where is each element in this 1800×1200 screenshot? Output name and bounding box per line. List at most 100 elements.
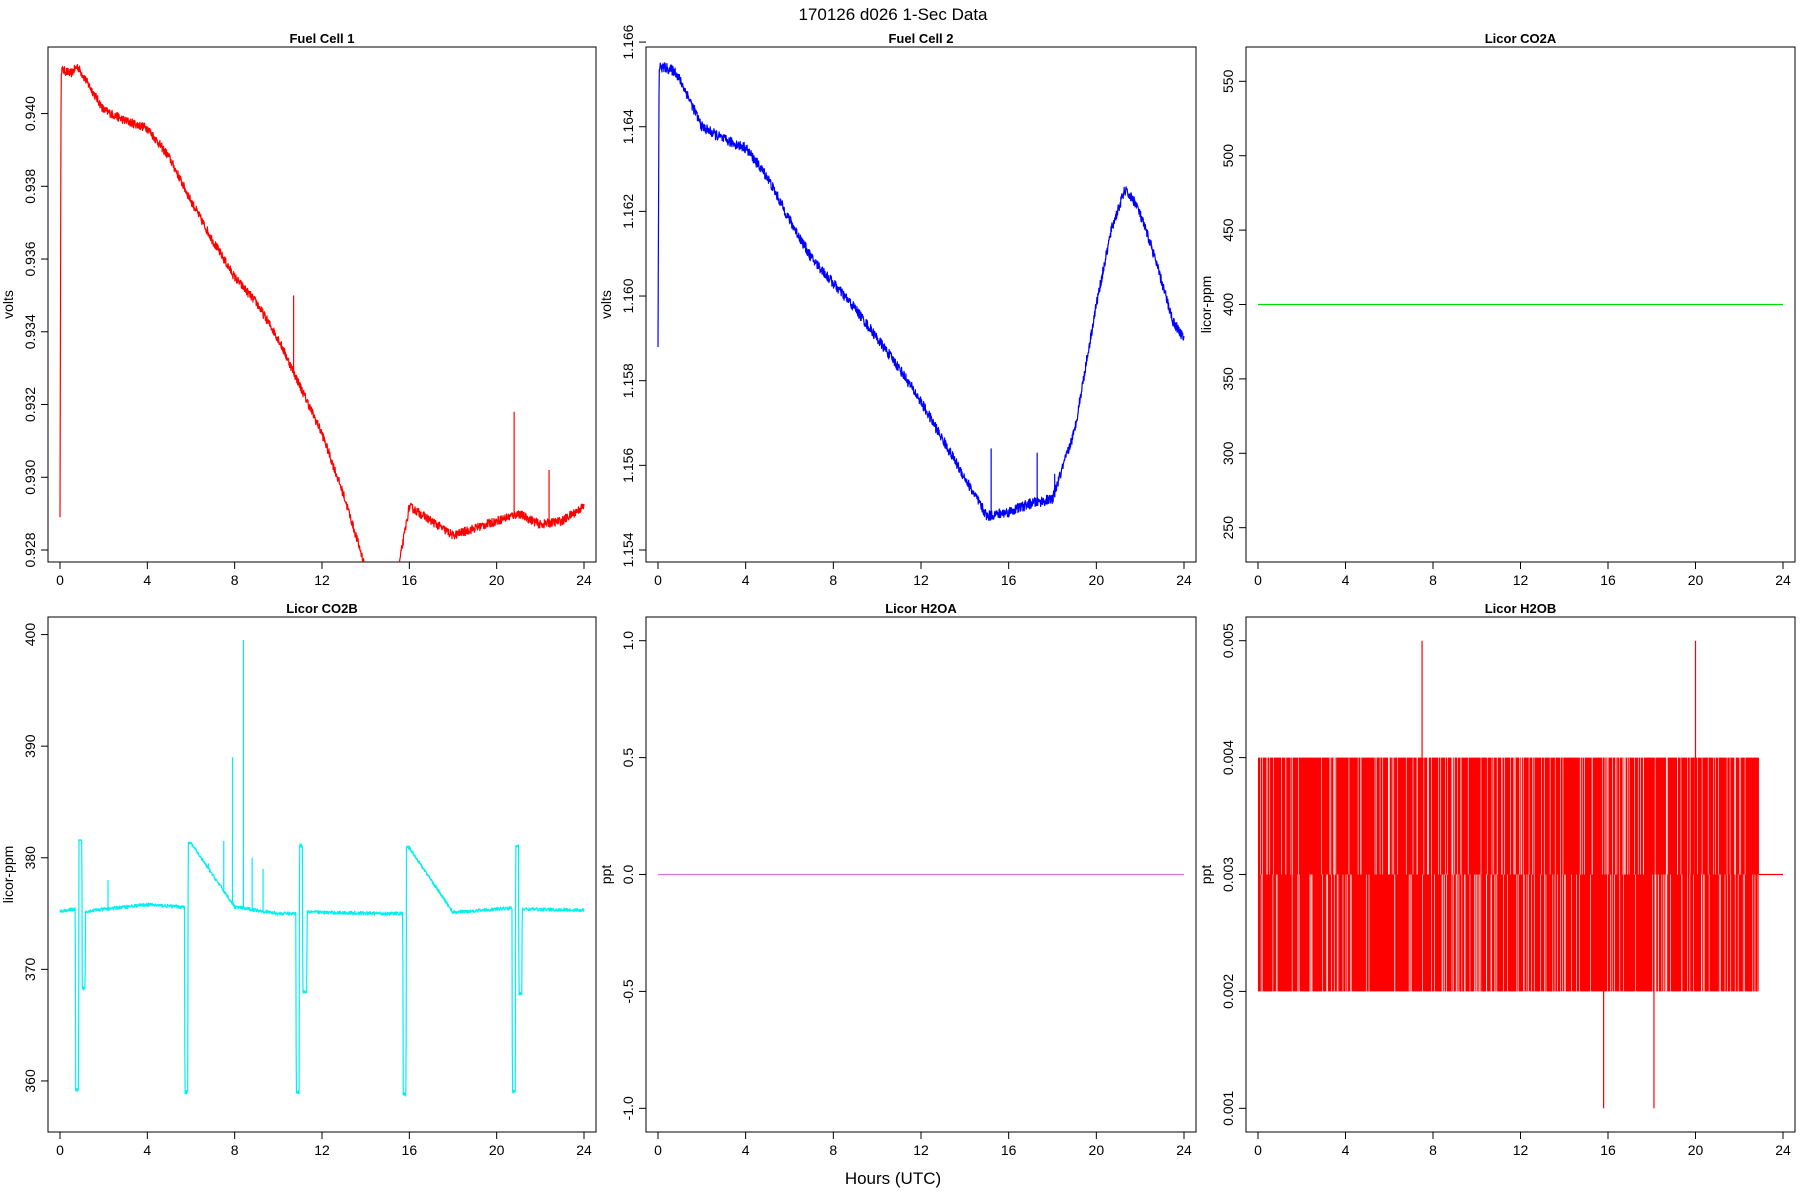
x-tick-label: 12 — [913, 1142, 929, 1158]
x-tick-label: 24 — [1775, 1142, 1791, 1158]
y-tick-label: 1.154 — [620, 532, 636, 567]
y-tick-label: 0.940 — [22, 96, 38, 131]
x-tick-label: 16 — [1001, 572, 1017, 588]
chart-title: Fuel Cell 2 — [888, 31, 953, 46]
y-tick-label: 0.0 — [620, 865, 636, 885]
chart-panel: Licor CO2A licor-ppm 0 4 8 12 16 20 24 250 300 350 4… — [1198, 31, 1796, 588]
x-tick-label: 20 — [1688, 1142, 1704, 1158]
y-tick-label: 0.002 — [1220, 974, 1236, 1009]
chart-title: Licor H2OB — [1485, 601, 1557, 616]
chart-title: Licor CO2A — [1485, 31, 1557, 46]
plot-area — [1258, 640, 1783, 1109]
plot-frame — [47, 616, 597, 1133]
series-line — [59, 839, 585, 1097]
plot-area — [59, 63, 585, 562]
y-tick-label: 450 — [1220, 218, 1236, 242]
y-axis-label: licor-ppm — [1198, 276, 1214, 334]
chart-title: Licor CO2B — [286, 601, 358, 616]
x-tick-label: 16 — [402, 1142, 418, 1158]
y-axis-label: ppt — [1198, 865, 1214, 885]
y-tick-label: 1.156 — [620, 448, 636, 483]
chart-panel: Fuel Cell 2 volts 0 4 8 12 16 20 24 1.154 1.156 1.1… — [598, 24, 1197, 588]
x-tick-label: 12 — [1513, 1142, 1529, 1158]
x-tick-label: 0 — [654, 1142, 662, 1158]
y-tick-label: -0.5 — [620, 979, 636, 1003]
y-tick-label: 0.001 — [1220, 1091, 1236, 1126]
x-tick-label: 20 — [1089, 572, 1105, 588]
chart-panels: Fuel Cell 1 volts 0 4 8 12 16 20 24 0.928 0.930 0.9… — [0, 24, 1796, 1158]
y-tick-label: 0.003 — [1220, 857, 1236, 892]
y-tick-label: 250 — [1220, 516, 1236, 540]
series-band — [1258, 757, 1759, 992]
x-tick-label: 12 — [314, 1142, 330, 1158]
chart-panel: Licor CO2B licor-ppm 0 4 8 12 16 20 24 360 370 380 3… — [0, 601, 597, 1158]
x-tick-label: 16 — [1600, 572, 1616, 588]
x-tick-label: 0 — [1254, 572, 1262, 588]
y-axis-label: ppt — [598, 865, 614, 885]
x-tick-label: 24 — [576, 572, 592, 588]
chart-title: Fuel Cell 1 — [289, 31, 354, 46]
chart-panel: Licor H2OB ppt 0 4 8 12 16 20 24 0.001 0.002 0.003 0… — [1198, 601, 1796, 1158]
y-tick-label: 360 — [22, 1069, 38, 1093]
x-tick-label: 12 — [913, 572, 929, 588]
plot-area — [59, 640, 585, 1097]
y-tick-label: 0.5 — [620, 748, 636, 768]
y-tick-label: 0.932 — [22, 387, 38, 422]
x-tick-label: 24 — [1775, 572, 1791, 588]
y-tick-label: 400 — [22, 623, 38, 647]
x-tick-label: 12 — [314, 572, 330, 588]
x-tick-label: 0 — [1254, 1142, 1262, 1158]
x-tick-label: 24 — [576, 1142, 592, 1158]
y-tick-label: 350 — [1220, 367, 1236, 391]
series-line — [59, 63, 585, 562]
x-tick-label: 8 — [829, 1142, 837, 1158]
x-tick-label: 0 — [56, 1142, 64, 1158]
x-tick-label: 20 — [1688, 572, 1704, 588]
chart-title: Licor H2OA — [885, 601, 957, 616]
y-tick-label: 1.158 — [620, 363, 636, 398]
x-tick-label: 8 — [231, 572, 239, 588]
series-line — [657, 62, 1185, 521]
x-tick-label: 4 — [742, 1142, 750, 1158]
y-tick-label: 390 — [22, 734, 38, 758]
x-tick-label: 8 — [231, 1142, 239, 1158]
y-tick-label: 1.164 — [620, 109, 636, 144]
x-tick-label: 4 — [143, 1142, 151, 1158]
y-tick-label: 550 — [1220, 69, 1236, 93]
y-tick-label: 0.005 — [1220, 623, 1236, 658]
figure-title: 170126 d026 1-Sec Data — [798, 5, 988, 24]
figure-xlabel: Hours (UTC) — [845, 1169, 941, 1188]
x-tick-label: 24 — [1176, 572, 1192, 588]
x-tick-label: 20 — [1089, 1142, 1105, 1158]
plot-frame — [645, 46, 1197, 563]
y-tick-label: 1.0 — [620, 631, 636, 651]
y-tick-label: 500 — [1220, 144, 1236, 168]
y-tick-label: 0.004 — [1220, 740, 1236, 775]
y-tick-label: 0.936 — [22, 241, 38, 276]
y-tick-label: 370 — [22, 957, 38, 981]
y-tick-label: 1.160 — [620, 278, 636, 313]
x-tick-label: 20 — [489, 1142, 505, 1158]
x-tick-label: 0 — [654, 572, 662, 588]
x-tick-label: 20 — [489, 572, 505, 588]
x-tick-label: 0 — [56, 572, 64, 588]
x-tick-label: 8 — [829, 572, 837, 588]
y-tick-label: 0.928 — [22, 532, 38, 567]
x-tick-label: 16 — [402, 572, 418, 588]
y-tick-label: 1.166 — [620, 24, 636, 59]
x-tick-label: 4 — [1342, 572, 1350, 588]
x-tick-label: 4 — [143, 572, 151, 588]
x-tick-label: 4 — [742, 572, 750, 588]
y-tick-label: 380 — [22, 846, 38, 870]
y-tick-label: 1.162 — [620, 194, 636, 229]
y-tick-label: 0.930 — [22, 460, 38, 495]
x-tick-label: 8 — [1429, 572, 1437, 588]
y-tick-label: 400 — [1220, 293, 1236, 317]
plot-area — [657, 62, 1185, 521]
y-tick-label: 0.938 — [22, 169, 38, 204]
y-tick-label: 0.934 — [22, 314, 38, 349]
y-axis-label: volts — [0, 290, 16, 319]
x-tick-label: 12 — [1513, 572, 1529, 588]
y-tick-label: -1.0 — [620, 1096, 636, 1120]
